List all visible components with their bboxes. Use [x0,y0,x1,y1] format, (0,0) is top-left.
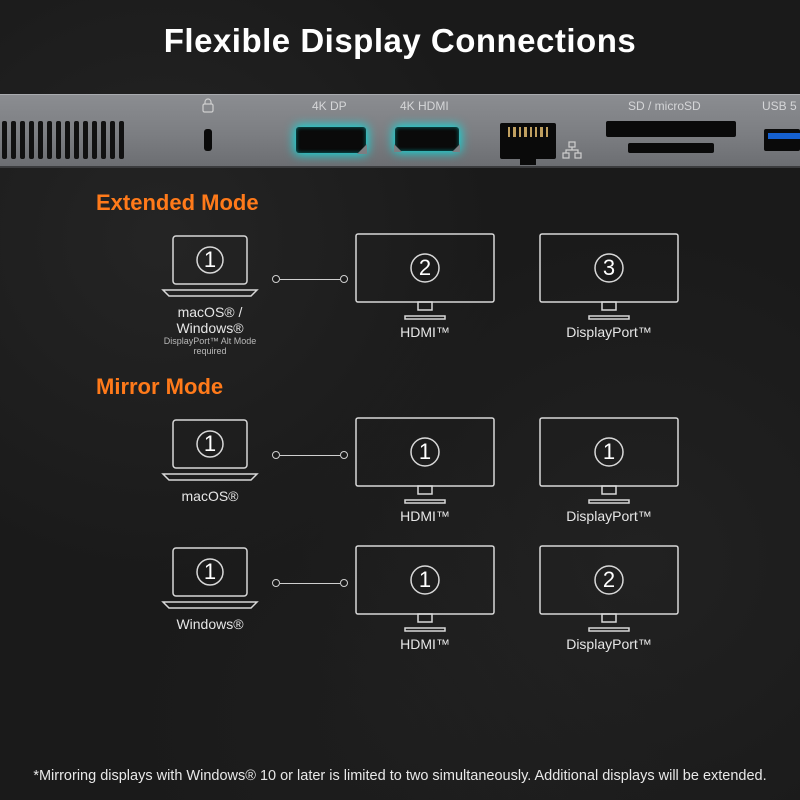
mirror-mode-title: Mirror Mode [96,374,800,400]
vent-icon [0,121,128,159]
laptop-icon: 1 Windows® [150,542,270,632]
connector-line [270,583,350,584]
monitor-label: DisplayPort™ [534,636,684,652]
svg-text:1: 1 [204,431,216,456]
laptop-icon: 1 macOS® / Windows® DisplayPort™ Alt Mod… [150,230,270,356]
svg-text:3: 3 [603,255,615,280]
label-dp: 4K DP [312,99,347,113]
monitor-displayport: 2 DisplayPort™ [534,542,684,652]
laptop-sublabel: DisplayPort™ Alt Mode required [150,336,270,356]
hdmi-port [395,127,459,151]
svg-text:1: 1 [603,439,615,464]
connector-line [270,279,350,280]
usb-a-port [764,129,800,151]
laptop-number: 1 [204,247,216,272]
monitor-hdmi: 1 HDMI™ [350,414,500,524]
svg-text:1: 1 [419,567,431,592]
monitor-hdmi: 1 HDMI™ [350,542,500,652]
network-icon [562,141,582,159]
svg-text:2: 2 [603,567,615,592]
page-title: Flexible Display Connections [0,0,800,60]
monitor-hdmi: 2 HDMI™ [350,230,500,340]
laptop-icon: 1 macOS® [150,414,270,504]
footnote: *Mirroring displays with Windows® 10 or … [0,768,800,784]
monitor-label: HDMI™ [350,508,500,524]
lock-icon [200,97,216,113]
monitor-displayport: 1 DisplayPort™ [534,414,684,524]
label-sd: SD / microSD [628,99,701,113]
extended-row: 1 macOS® / Windows® DisplayPort™ Alt Mod… [150,230,800,356]
laptop-label: macOS® / Windows® [150,304,270,336]
label-usb: USB 5 [762,99,797,113]
monitor-label: DisplayPort™ [534,324,684,340]
ethernet-port [500,123,556,159]
monitor-label: HDMI™ [350,636,500,652]
extended-mode-title: Extended Mode [96,190,800,216]
mirror-row-macos: 1 macOS® 1 HDMI™ [150,414,800,524]
displayport-port [296,127,366,153]
monitor-label: DisplayPort™ [534,508,684,524]
monitor-displayport: 3 DisplayPort™ [534,230,684,340]
kensington-lock-port [204,129,212,151]
connector-line [270,455,350,456]
monitor-label: HDMI™ [350,324,500,340]
svg-text:1: 1 [204,559,216,584]
docking-station: 4K DP 4K HDMI SD / microSD USB 5 [0,94,800,168]
microsd-slot [628,143,714,153]
laptop-label: macOS® [150,488,270,504]
label-hdmi: 4K HDMI [400,99,449,113]
svg-text:1: 1 [419,439,431,464]
laptop-label: Windows® [150,616,270,632]
mirror-row-windows: 1 Windows® 1 HDMI™ [150,542,800,652]
sd-slot [606,121,736,137]
svg-text:2: 2 [419,255,431,280]
